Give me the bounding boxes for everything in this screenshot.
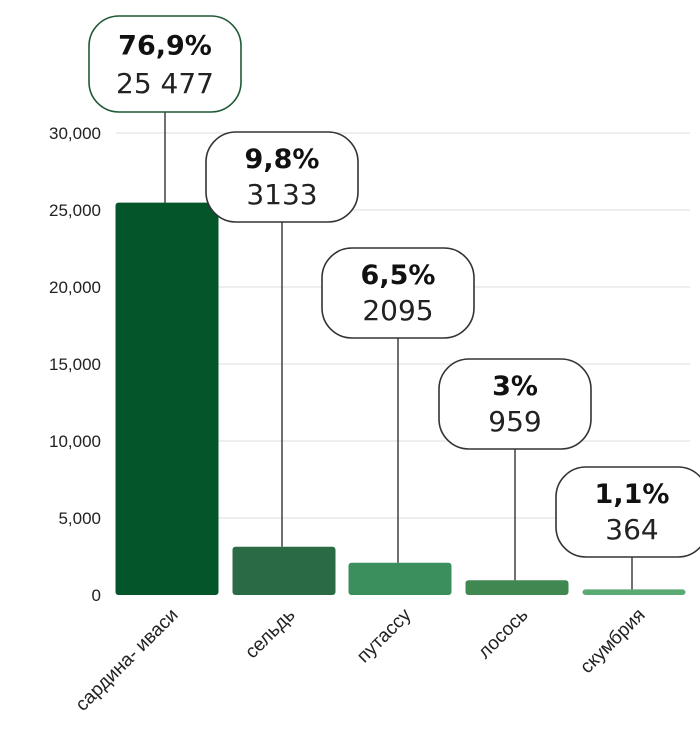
x-tick-label: сардина- иваси	[72, 605, 183, 716]
value-label: 25 477	[116, 67, 214, 100]
bar	[582, 589, 686, 595]
value-label: 3133	[246, 178, 317, 211]
y-tick-label: 30,000	[49, 124, 101, 143]
x-tick-label: сельдь	[241, 605, 299, 663]
percent-label: 6,5%	[361, 260, 436, 291]
y-tick-label: 20,000	[49, 278, 101, 297]
bar	[115, 202, 219, 595]
value-label: 2095	[362, 294, 433, 327]
value-label: 959	[488, 405, 541, 438]
callout-box	[555, 466, 700, 558]
percent-label: 1,1%	[595, 479, 670, 510]
callout-box	[88, 15, 242, 113]
callout-box	[205, 131, 359, 223]
y-tick-label: 0	[92, 586, 101, 605]
bar	[348, 562, 452, 595]
y-tick-label: 5,000	[58, 509, 101, 528]
bar	[232, 546, 336, 595]
callout-box	[321, 247, 475, 339]
percent-label: 9,8%	[245, 144, 320, 175]
x-tick-label: лосось	[474, 605, 532, 663]
percent-label: 3%	[492, 371, 538, 402]
bar	[465, 580, 569, 595]
y-tick-label: 15,000	[49, 355, 101, 374]
callout-box	[438, 358, 592, 450]
x-tick-label: скумбрия	[576, 605, 649, 678]
percent-label: 76,9%	[118, 30, 212, 61]
x-tick-label: путассу	[353, 604, 416, 667]
value-label: 364	[605, 513, 658, 546]
y-tick-label: 10,000	[49, 432, 101, 451]
y-tick-label: 25,000	[49, 201, 101, 220]
